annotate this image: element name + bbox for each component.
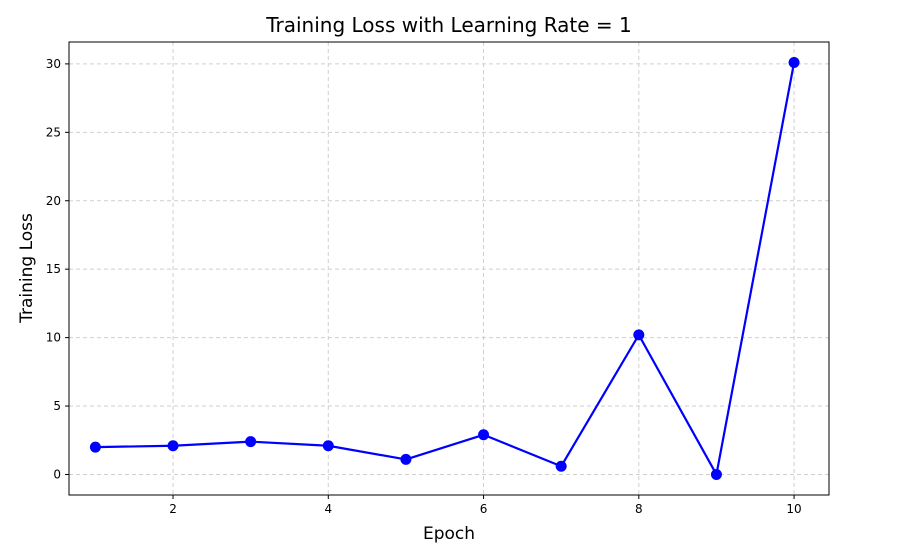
y-tick-label: 30 <box>46 57 61 71</box>
y-tick-label: 20 <box>46 194 61 208</box>
y-tick-label: 25 <box>46 125 61 139</box>
x-tick-label: 4 <box>324 502 332 516</box>
series-line <box>95 62 796 476</box>
x-tick-label: 2 <box>169 502 177 516</box>
y-axis-label: Training Loss <box>17 213 37 324</box>
x-axis-ticks: 2 4 6 8 10 <box>169 495 802 516</box>
y-tick-label: 10 <box>46 331 61 345</box>
x-tick-label: 8 <box>635 502 643 516</box>
grid <box>69 42 829 495</box>
x-axis-label: Epoch <box>423 524 475 544</box>
y-tick-label: 5 <box>53 399 61 413</box>
data-point <box>710 468 722 480</box>
chart-title: Training Loss with Learning Rate = 1 <box>265 13 632 37</box>
x-tick-label: 6 <box>480 502 488 516</box>
data-point <box>633 329 645 341</box>
y-tick-label: 15 <box>46 262 61 276</box>
data-point <box>245 436 257 448</box>
data-point <box>322 440 334 452</box>
data-point <box>555 460 567 472</box>
x-tick-label: 10 <box>786 502 801 516</box>
data-point <box>89 441 101 453</box>
data-point <box>788 57 800 69</box>
y-axis-ticks: 0 5 10 15 20 25 30 <box>46 57 69 481</box>
plot-frame <box>68 41 830 496</box>
data-point <box>478 429 490 441</box>
y-tick-label: 0 <box>53 467 61 481</box>
data-point <box>400 453 412 465</box>
series-layer <box>89 57 800 480</box>
data-point <box>167 440 179 452</box>
